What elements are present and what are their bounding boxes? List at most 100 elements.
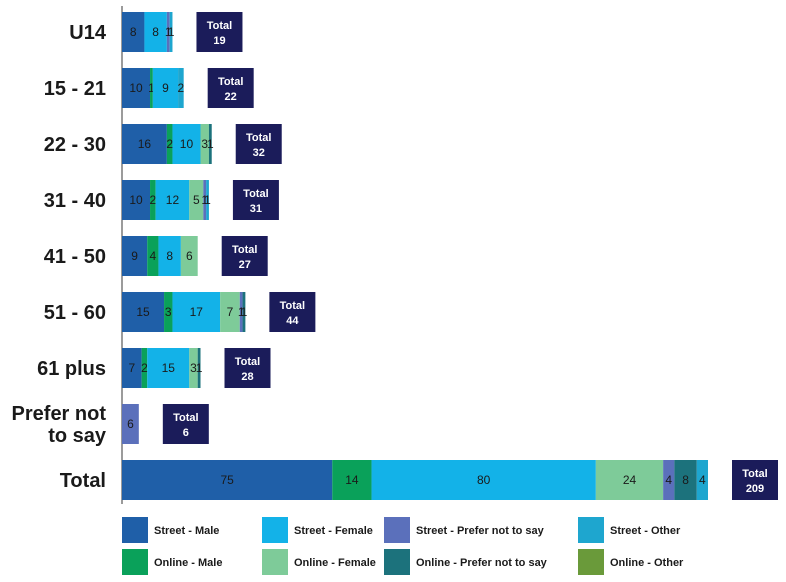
category-label-22-30: 22 - 30	[44, 134, 106, 156]
bar-31-40-street-male	[122, 180, 151, 220]
legend-label-street-female: Street - Female	[294, 525, 373, 537]
total-value-15-21: 22	[225, 91, 237, 103]
legend-swatch-street-female	[262, 517, 288, 543]
category-label-u14: U14	[69, 22, 107, 44]
legend-swatch-street-other	[578, 517, 604, 543]
total-box-label: Total	[280, 300, 305, 312]
category-label-line: to say	[48, 425, 107, 447]
data-label-41-50-online-female: 6	[186, 249, 193, 263]
data-label-total-street-female: 80	[477, 473, 491, 487]
bar-15-21-street-male	[122, 68, 151, 108]
data-label-total-street-prefer-not-to-say: 4	[665, 473, 672, 487]
bar-61-plus-online-female	[189, 348, 198, 388]
data-label-22-30-street-male: 16	[138, 137, 152, 151]
total-value-22-30: 32	[253, 147, 265, 159]
legend-label-online-prefer-not-to-say: Online - Prefer not to say	[416, 557, 548, 569]
bar-22-30-online-male	[166, 124, 173, 164]
data-label-31-40-street-female: 12	[166, 193, 180, 207]
category-label-41-50: 41 - 50	[44, 246, 106, 268]
bar-31-40-street-other	[206, 180, 209, 220]
legend-swatch-online-female	[262, 549, 288, 575]
bar-31-40-online-female	[189, 180, 204, 220]
bar-61-plus-street-male	[122, 348, 142, 388]
data-label-51-60-street-male: 15	[136, 305, 150, 319]
data-label-31-40-street-prefer-not-to-say: 1	[201, 193, 208, 207]
data-label-15-21-street-male: 10	[129, 81, 143, 95]
data-label-51-60-online-male: 3	[165, 305, 172, 319]
data-label-22-30-online-prefer-not-to-say: 1	[207, 137, 214, 151]
total-value-41-50: 27	[239, 259, 251, 271]
total-box-label: Total	[232, 244, 257, 256]
data-label-u14-street-female: 8	[152, 25, 159, 39]
total-value-51-60: 44	[286, 315, 299, 327]
bar-41-50-online-female	[180, 236, 198, 276]
data-label-u14-street-prefer-not-to-say: 1	[165, 25, 172, 39]
bar-51-60-online-prefer-not-to-say	[242, 292, 246, 332]
category-label-line: Prefer not	[12, 403, 107, 425]
bar-51-60-online-female	[220, 292, 240, 332]
legend-swatch-street-prefer-not-to-say	[384, 517, 410, 543]
bar-u14-street-male	[122, 12, 145, 52]
data-label-total-online-female: 24	[623, 473, 637, 487]
total-value-31-40: 31	[250, 203, 262, 215]
bar-15-21-street-other	[178, 68, 184, 108]
data-label-u14-street-male: 8	[130, 25, 137, 39]
total-box-15-21	[207, 68, 254, 108]
category-label-51-60: 51 - 60	[44, 302, 106, 324]
bar-31-40-street-prefer-not-to-say	[203, 180, 207, 220]
total-box-label: Total	[742, 468, 767, 480]
category-label-line: 15 - 21	[44, 78, 106, 100]
data-label-31-40-online-male: 2	[149, 193, 156, 207]
bar-51-60-online-male	[164, 292, 173, 332]
data-label-total-street-male: 75	[220, 473, 234, 487]
bar-u14-street-other	[169, 12, 173, 52]
legend-swatch-street-male	[122, 517, 148, 543]
bar-total-online-prefer-not-to-say	[674, 460, 697, 500]
data-label-u14-street-other: 1	[168, 25, 175, 39]
data-label-total-online-prefer-not-to-say: 8	[682, 473, 689, 487]
category-label-line: 31 - 40	[44, 190, 106, 212]
total-value-61-plus: 28	[241, 371, 253, 383]
bar-51-60-street-prefer-not-to-say	[239, 292, 243, 332]
total-box-41-50	[221, 236, 268, 276]
bar-31-40-online-male	[150, 180, 156, 220]
bar-22-30-online-prefer-not-to-say	[208, 124, 212, 164]
total-box-prefer-not-to-say	[162, 404, 209, 444]
bar-41-50-online-male	[147, 236, 159, 276]
total-box-u14	[196, 12, 243, 52]
bar-22-30-online-female	[200, 124, 209, 164]
bar-41-50-street-male	[122, 236, 148, 276]
category-label-line: Total	[60, 470, 106, 492]
data-label-total-street-other: 4	[699, 473, 706, 487]
legend-swatch-online-male	[122, 549, 148, 575]
legend-label-street-other: Street - Other	[610, 525, 681, 537]
bar-41-50-street-female	[158, 236, 181, 276]
data-label-61-plus-online-male: 2	[141, 361, 148, 375]
data-label-51-60-street-prefer-not-to-say: 1	[238, 305, 245, 319]
data-label-61-plus-street-female: 15	[162, 361, 176, 375]
category-label-total: Total	[60, 470, 106, 492]
bar-prefer-not-to-say-street-prefer-not-to-say	[122, 404, 139, 444]
data-label-61-plus-street-male: 7	[128, 361, 135, 375]
total-box-51-60	[269, 292, 316, 332]
total-box-label: Total	[207, 20, 232, 32]
bar-61-plus-online-male	[141, 348, 148, 388]
total-box-label: Total	[235, 356, 260, 368]
bar-51-60-street-male	[122, 292, 165, 332]
bar-u14-street-prefer-not-to-say	[166, 12, 170, 52]
data-label-41-50-online-male: 4	[149, 249, 156, 263]
legend-swatch-online-other	[578, 549, 604, 575]
bar-total-street-female	[371, 460, 596, 500]
total-box-31-40	[232, 180, 279, 220]
data-label-22-30-street-female: 10	[180, 137, 194, 151]
total-box-label: Total	[246, 132, 271, 144]
bar-total-online-female	[595, 460, 664, 500]
category-label-61-plus: 61 plus	[37, 358, 106, 380]
total-value-u14: 19	[213, 35, 225, 47]
data-label-61-plus-online-prefer-not-to-say: 1	[196, 361, 203, 375]
bar-total-street-other	[696, 460, 708, 500]
bar-22-30-street-female	[172, 124, 201, 164]
total-box-label: Total	[243, 188, 268, 200]
total-box-label: Total	[173, 412, 198, 424]
